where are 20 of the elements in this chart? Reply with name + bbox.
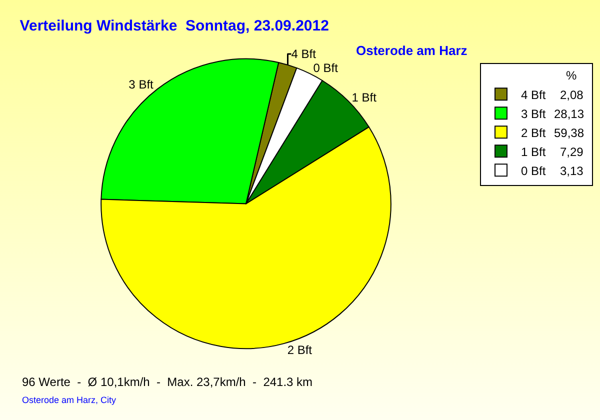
slice-label: 1 Bft [352,90,378,104]
data-label: 7,29 [560,145,584,159]
slice-label: 0 Bft [313,60,339,75]
legend-label: 2 Bft [521,126,546,140]
data-label: 3,13 [560,164,584,178]
data-label: 2,08 [560,88,584,102]
text: 96 Werte - Ø 10,1km/h - Max. 23,7km/h - 241.3 km [22,375,313,389]
chart-title: Verteilung Windstärke Sonntag, 23.09.2012 [20,17,329,34]
text: Osterode am Harz, City [22,395,117,405]
legend-label: 4 Bft [521,88,546,102]
chart-subtitle: Osterode am Harz [356,43,468,58]
legend-title: % [566,68,577,83]
legend-label: 3 Bft [521,106,546,121]
slice-label: 3 Bft [128,78,154,92]
slice-label: 4 Bft [291,46,317,61]
data-label: 28,13 [554,107,584,121]
data-label: 59,38 [554,126,584,140]
slice-label: 2 Bft [287,343,313,358]
legend-label: 1 Bft [521,144,546,159]
legend-label: 0 Bft [521,164,546,178]
